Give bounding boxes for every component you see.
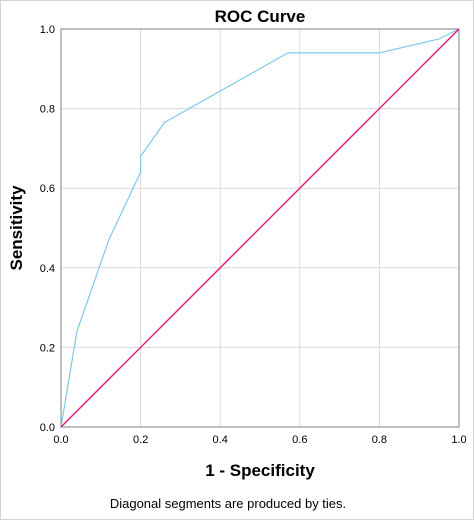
- x-tick-label: 0.8: [372, 434, 387, 446]
- y-tick-label: 1.0: [40, 24, 55, 36]
- y-tick-label: 0.2: [40, 342, 55, 354]
- x-tick-label: 0.6: [292, 434, 307, 446]
- x-axis-label: 1 - Specificity: [205, 461, 315, 480]
- x-tick-label: 0.4: [213, 434, 228, 446]
- y-tick-label: 0.4: [40, 263, 55, 275]
- chart-title: ROC Curve: [215, 7, 306, 26]
- x-axis-ticks: 0.0 0.2 0.4 0.6 0.8 1.0: [53, 434, 466, 446]
- x-tick-label: 0.0: [53, 434, 68, 446]
- plot-area-border: [60, 28, 460, 428]
- y-tick-label: 0.0: [40, 422, 55, 434]
- y-axis-ticks: 0.0 0.2 0.4 0.6 0.8 1.0: [40, 24, 55, 434]
- x-tick-label: 0.2: [133, 434, 148, 446]
- y-tick-label: 0.8: [40, 104, 55, 116]
- series-group: [60, 28, 460, 428]
- y-tick-label: 0.6: [40, 183, 55, 195]
- roc-curve-line: [60, 28, 460, 428]
- footnote: Diagonal segments are produced by ties.: [110, 496, 346, 511]
- reference-diagonal-line: [60, 28, 460, 428]
- y-axis-label: Sensitivity: [7, 185, 26, 271]
- x-tick-label: 1.0: [451, 434, 466, 446]
- grid: [61, 29, 459, 427]
